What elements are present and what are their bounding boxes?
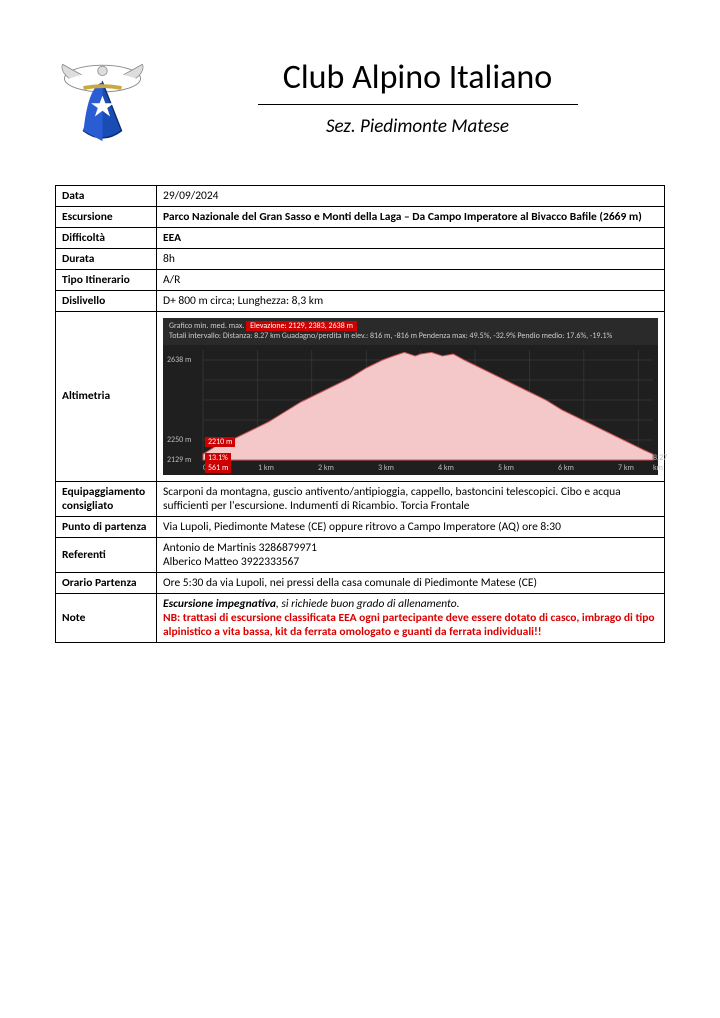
value-referenti: Antonio de Martinis 3286879971Alberico M… xyxy=(157,537,665,572)
note-intro-rest: , si richiede buon grado di allenamento. xyxy=(276,597,460,611)
label-punto: Punto di partenza xyxy=(56,516,157,537)
value-punto: Via Lupoli, Piedimonte Matese (CE) oppur… xyxy=(157,516,665,537)
label-equip: Equipaggiamento consigliato xyxy=(56,481,157,516)
row-durata: Durata 8h xyxy=(56,249,665,270)
value-dislivello: D+ 800 m circa; Lunghezza: 8,3 km xyxy=(157,291,665,312)
note-intro: Escursione impegnativa, si richiede buon… xyxy=(163,597,460,611)
subtitle: Sez. Piedimonte Matese xyxy=(170,115,665,138)
row-tipo: Tipo Itinerario A/R xyxy=(56,270,665,291)
title-rule xyxy=(258,104,578,105)
note-warning: NB: trattasi di escursione classificata … xyxy=(163,611,655,639)
label-referenti: Referenti xyxy=(56,537,157,572)
label-note: Note xyxy=(56,593,157,642)
chart-header-elev: Elevazione: 2129, 2383, 2638 m xyxy=(246,321,357,331)
row-referenti: Referenti Antonio de Martinis 3286879971… xyxy=(56,537,665,572)
label-escursione: Escursione xyxy=(56,207,157,228)
label-tipo: Tipo Itinerario xyxy=(56,270,157,291)
label-dislivello: Dislivello xyxy=(56,291,157,312)
label-data: Data xyxy=(56,186,157,207)
main-title: Club Alpino Italiano xyxy=(170,57,665,98)
row-orario: Orario Partenza Ore 5:30 da via Lupoli, … xyxy=(56,572,665,593)
row-escursione: Escursione Parco Nazionale del Gran Sass… xyxy=(56,207,665,228)
note-intro-bold: Escursione impegnativa xyxy=(163,597,276,611)
value-data: 29/09/2024 xyxy=(157,186,665,207)
row-punto: Punto di partenza Via Lupoli, Piedimonte… xyxy=(56,516,665,537)
row-difficolta: Difficoltà EEA xyxy=(56,228,665,249)
title-block: Club Alpino Italiano Sez. Piedimonte Mat… xyxy=(170,57,665,138)
elevation-chart: Grafico min. med. max. Elevazione: 2129,… xyxy=(163,318,658,475)
label-altimetria: Altimetria xyxy=(56,312,157,482)
label-difficolta: Difficoltà xyxy=(56,228,157,249)
document-header: Club Alpino Italiano Sez. Piedimonte Mat… xyxy=(55,50,665,145)
row-equip: Equipaggiamento consigliato Scarponi da … xyxy=(56,481,665,516)
value-equip: Scarponi da montagna, guscio antivento/a… xyxy=(157,481,665,516)
chart-body: 2638 m2250 m2129 m0 km1 km2 km3 km4 km5 … xyxy=(163,345,658,475)
label-orario: Orario Partenza xyxy=(56,572,157,593)
chart-header: Grafico min. med. max. Elevazione: 2129,… xyxy=(163,318,658,345)
row-dislivello: Dislivello D+ 800 m circa; Lunghezza: 8,… xyxy=(56,291,665,312)
value-tipo: A/R xyxy=(157,270,665,291)
value-orario: Ore 5:30 da via Lupoli, nei pressi della… xyxy=(157,572,665,593)
value-difficolta: EEA xyxy=(157,228,665,249)
label-durata: Durata xyxy=(56,249,157,270)
value-durata: 8h xyxy=(157,249,665,270)
chart-header-line2: Totali intervallo: Distanza: 8.27 km Gua… xyxy=(169,331,652,341)
row-note: Note Escursione impegnativa, si richiede… xyxy=(56,593,665,642)
row-altimetria: Altimetria Grafico min. med. max. Elevaz… xyxy=(56,312,665,482)
chart-cell: Grafico min. med. max. Elevazione: 2129,… xyxy=(157,312,665,482)
value-escursione: Parco Nazionale del Gran Sasso e Monti d… xyxy=(157,207,665,228)
cai-logo xyxy=(55,50,150,145)
chart-header-pre: Grafico min. med. max. xyxy=(169,321,246,331)
value-note: Escursione impegnativa, si richiede buon… xyxy=(157,593,665,642)
info-table: Data 29/09/2024 Escursione Parco Naziona… xyxy=(55,185,665,643)
row-data: Data 29/09/2024 xyxy=(56,186,665,207)
